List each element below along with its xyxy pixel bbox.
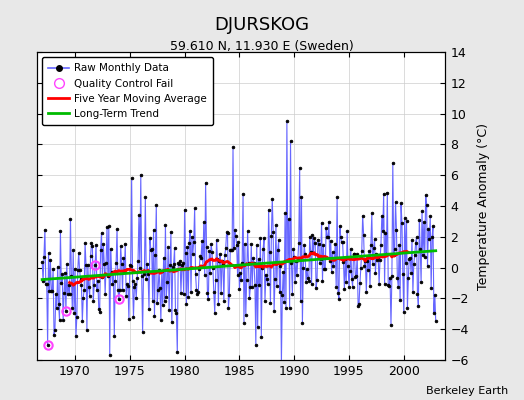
Legend: Raw Monthly Data, Quality Control Fail, Five Year Moving Average, Long-Term Tren: Raw Monthly Data, Quality Control Fail, … <box>42 57 213 125</box>
Text: 59.610 N, 11.930 E (Sweden): 59.610 N, 11.930 E (Sweden) <box>170 40 354 53</box>
Text: DJURSKOG: DJURSKOG <box>214 16 310 34</box>
Text: Berkeley Earth: Berkeley Earth <box>426 386 508 396</box>
Y-axis label: Temperature Anomaly (°C): Temperature Anomaly (°C) <box>477 122 490 290</box>
